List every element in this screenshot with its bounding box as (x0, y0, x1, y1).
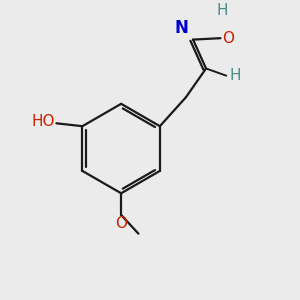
Text: O: O (115, 216, 127, 231)
Text: H: H (216, 3, 228, 18)
Text: N: N (175, 19, 189, 37)
Text: HO: HO (32, 114, 55, 129)
Text: O: O (222, 31, 234, 46)
Text: H: H (230, 68, 241, 83)
